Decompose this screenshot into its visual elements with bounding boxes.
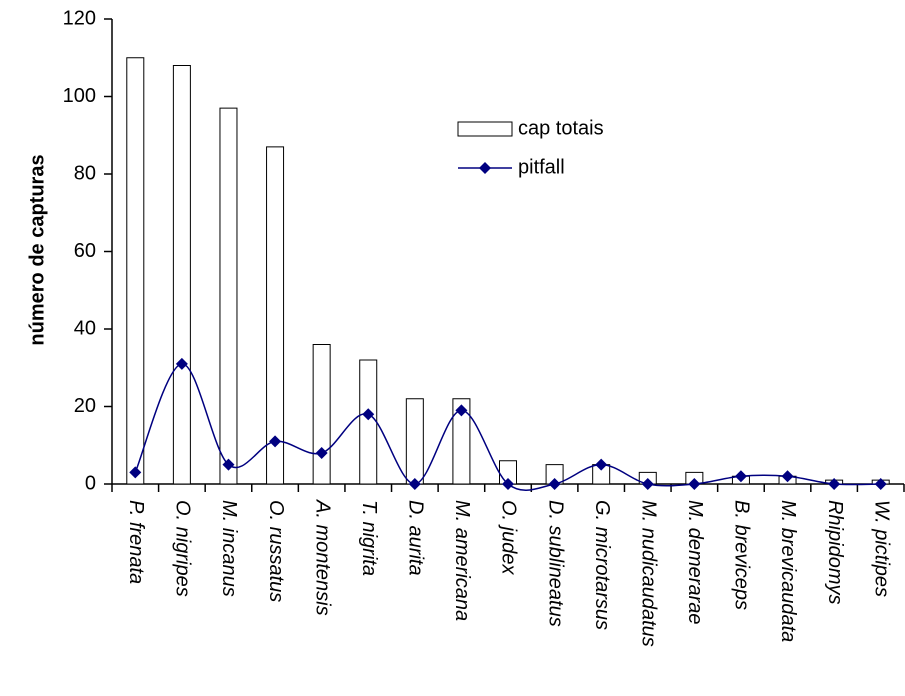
legend-marker [479, 162, 491, 174]
x-tick-label: O. russatus [265, 500, 287, 602]
x-tick-label: G. microtarsus [591, 500, 613, 630]
y-tick-label: 80 [74, 162, 96, 184]
marker [734, 470, 747, 483]
bar [172, 65, 191, 485]
marker [129, 466, 142, 479]
x-tick-label: M. americana [451, 500, 473, 621]
x-tick-label: D. sublineatus [544, 500, 566, 627]
legend-label: pitfall [518, 156, 565, 178]
marker [641, 478, 654, 490]
marker [595, 458, 608, 471]
x-tick-label: O. judex [498, 500, 520, 575]
marker [874, 478, 887, 490]
x-tick-label: B. breviceps [731, 500, 753, 610]
x-tick-label: D. aurita [405, 500, 427, 576]
marker [222, 458, 235, 471]
marker [688, 478, 701, 490]
y-tick-label: 120 [63, 7, 96, 29]
x-tick-label: O. nigripes [172, 500, 194, 597]
x-tick-label: Rhipidomys [824, 500, 846, 604]
bar [452, 398, 471, 485]
bar [219, 107, 238, 485]
y-tick-label: 20 [74, 395, 96, 417]
y-tick-label: 60 [74, 240, 96, 262]
x-tick-label: A. montensis [311, 499, 333, 616]
y-tick-label: 0 [85, 472, 96, 494]
bar [312, 344, 331, 485]
marker [175, 357, 188, 370]
marker [408, 478, 421, 490]
y-tick-label: 40 [74, 317, 96, 339]
marker [781, 470, 794, 483]
y-axis-title: número de capturas [26, 154, 48, 345]
bar [405, 398, 424, 485]
marker [362, 408, 375, 421]
legend-label: cap totais [518, 117, 604, 139]
marker [455, 404, 468, 417]
bar [266, 146, 285, 485]
x-tick-label: T. nigrita [358, 500, 380, 576]
marker [315, 447, 328, 459]
y-tick-label: 100 [63, 85, 96, 107]
bar [359, 359, 378, 485]
x-tick-label: P. frenata [125, 500, 147, 584]
bar [126, 57, 145, 485]
marker [502, 478, 514, 490]
x-tick-label: M. brevicaudata [777, 500, 799, 642]
x-tick-label: W. pictipes [870, 500, 892, 597]
legend-swatch [457, 121, 513, 137]
x-tick-label: M. incanus [218, 500, 240, 597]
x-tick-label: M. demerarae [684, 500, 706, 625]
x-tick-label: M. nudicaudatus [637, 500, 659, 647]
marker [269, 435, 282, 448]
marker [828, 478, 841, 490]
marker [548, 478, 561, 490]
